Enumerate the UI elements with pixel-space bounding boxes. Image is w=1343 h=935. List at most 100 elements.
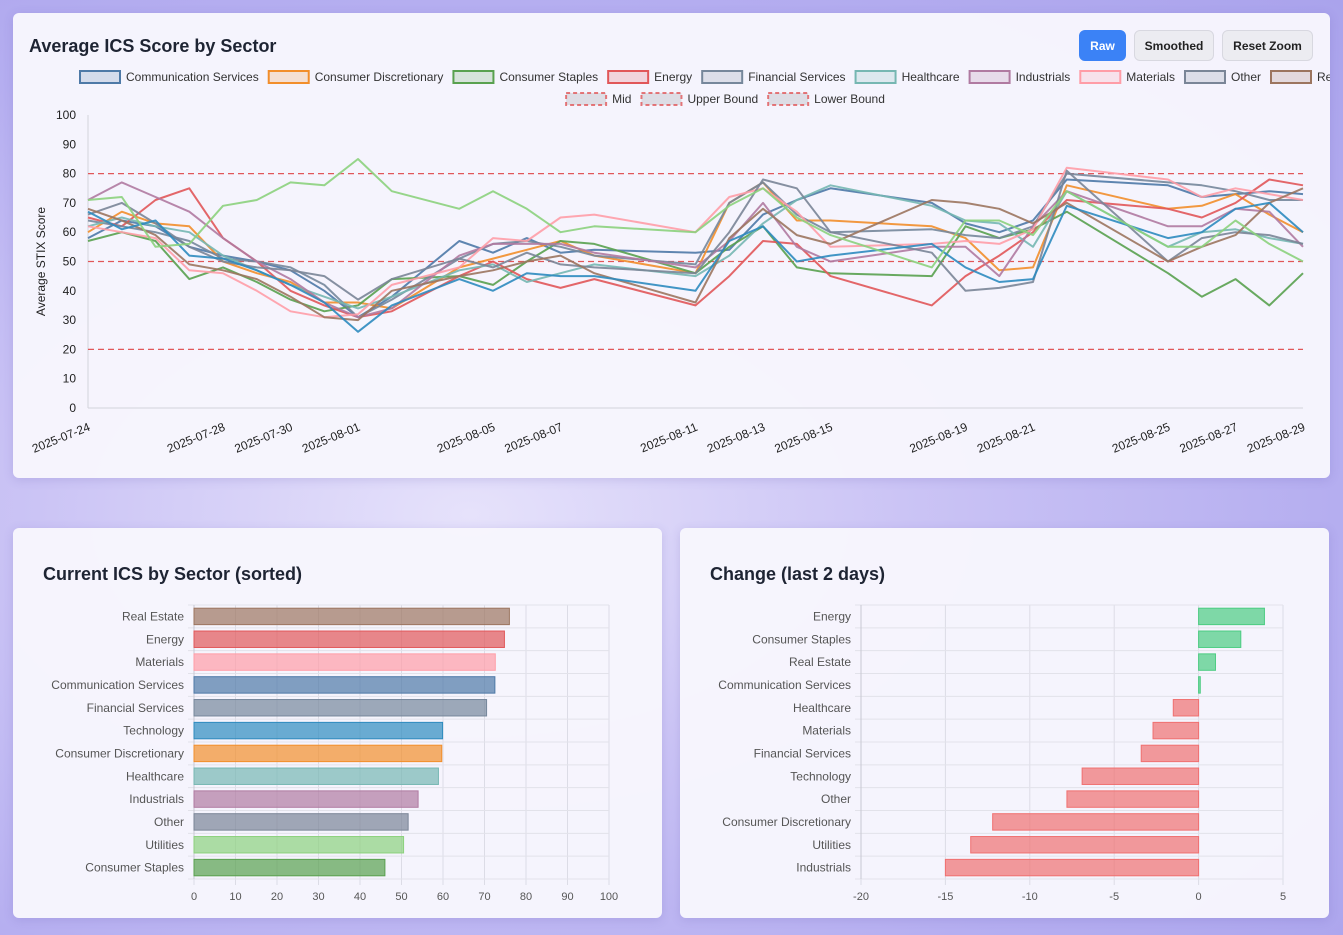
legend-item-lower-bound[interactable]: Lower Bound bbox=[767, 92, 885, 106]
bar-financial-services bbox=[1140, 744, 1200, 763]
category-label: Healthcare bbox=[793, 701, 851, 715]
category-label: Technology bbox=[790, 769, 851, 783]
bar-chart: 0 10 20 30 40 50 60 70 80 90 100 Real Estate Energy M… bbox=[51, 604, 618, 903]
x-tick-label: 2025-08-07 bbox=[502, 420, 564, 456]
y-tick-label: 50 bbox=[63, 255, 77, 269]
category-label: Consumer Discretionary bbox=[55, 746, 184, 760]
x-tick-label: 0 bbox=[191, 891, 197, 903]
bar-energy bbox=[1198, 607, 1265, 626]
legend-swatch bbox=[607, 70, 650, 84]
bar-technology bbox=[1081, 767, 1200, 785]
series-line-materials bbox=[87, 166, 1304, 319]
x-tick-label: 90 bbox=[561, 891, 573, 903]
legend-item-materials[interactable]: Materials bbox=[1079, 70, 1175, 84]
bar-consumer-discretionary bbox=[193, 744, 443, 763]
legend-item-other[interactable]: Other bbox=[1183, 70, 1261, 84]
bar-materials bbox=[193, 653, 496, 671]
reset-zoom-button[interactable]: Reset Zoom bbox=[1222, 30, 1313, 61]
category-label: Energy bbox=[813, 609, 851, 623]
bar-industrials bbox=[193, 790, 419, 808]
category-label: Real Estate bbox=[122, 609, 184, 623]
y-axis-label: Average STIX Score bbox=[34, 207, 48, 316]
bar-healthcare bbox=[1172, 699, 1200, 717]
change-chart: -20 -15 -10 -5 0 5 Energy Consumer Staples Real … bbox=[718, 604, 1286, 903]
bar-consumer-staples bbox=[193, 858, 386, 877]
y-tick-label: 10 bbox=[63, 372, 77, 386]
bar-utilities bbox=[970, 836, 1200, 854]
legend-item-mid[interactable]: Mid bbox=[565, 92, 631, 106]
legend-label: Energy bbox=[654, 70, 692, 84]
legend-swatch bbox=[452, 70, 495, 84]
legend-swatch bbox=[701, 70, 744, 84]
bar-other bbox=[193, 813, 409, 831]
legend-label: Financial Services bbox=[748, 70, 845, 84]
bar-industrials bbox=[944, 858, 1200, 877]
y-tick-label: 40 bbox=[63, 284, 77, 298]
legend-swatch bbox=[640, 92, 683, 106]
legend-item-consumer-discretionary[interactable]: Consumer Discretionary bbox=[267, 70, 444, 84]
y-tick-label: 30 bbox=[63, 313, 77, 327]
x-tick-label: 2025-08-05 bbox=[435, 420, 497, 456]
legend-item-industrials[interactable]: Industrials bbox=[968, 70, 1071, 84]
line-chart[interactable]: Communication Services Consumer Discretio… bbox=[13, 13, 1330, 478]
category-label: Healthcare bbox=[126, 769, 184, 783]
y-tick-label: 100 bbox=[56, 108, 76, 122]
x-tick-label: 2025-08-13 bbox=[705, 420, 767, 456]
legend-item-healthcare[interactable]: Healthcare bbox=[854, 70, 960, 84]
bar-technology bbox=[193, 721, 444, 740]
legend-item-communication-services[interactable]: Communication Services bbox=[79, 70, 259, 84]
category-label: Financial Services bbox=[754, 746, 851, 760]
legend-item-financial-services[interactable]: Financial Services bbox=[701, 70, 846, 84]
category-label: Industrials bbox=[796, 861, 851, 875]
line-chart-title: Average ICS Score by Sector bbox=[29, 36, 277, 56]
bar-healthcare bbox=[193, 767, 439, 785]
bar-energy bbox=[193, 630, 505, 648]
bar-other bbox=[1066, 790, 1200, 808]
legend-swatch bbox=[968, 70, 1011, 84]
legend-item-real-estate[interactable]: Real Estate bbox=[1270, 70, 1330, 84]
series-line-consumer-staples bbox=[87, 210, 1304, 313]
legend-label: Consumer Staples bbox=[499, 70, 598, 84]
x-tick-label: 0 bbox=[1196, 891, 1202, 903]
raw-button[interactable]: Raw bbox=[1079, 30, 1126, 61]
legend-label: Upper Bound bbox=[687, 92, 758, 106]
x-tick-label: 100 bbox=[600, 891, 618, 903]
x-tick-label: 5 bbox=[1280, 891, 1286, 903]
legend-label: Industrials bbox=[1016, 70, 1071, 84]
x-tick-label: 70 bbox=[478, 891, 490, 903]
x-tick-label: 2025-08-01 bbox=[300, 420, 362, 456]
y-tick-label: 70 bbox=[63, 196, 77, 210]
x-tick-label: 50 bbox=[395, 891, 407, 903]
legend-swatch bbox=[267, 70, 310, 84]
x-tick-label: 40 bbox=[354, 891, 366, 903]
legend-label: Lower Bound bbox=[814, 92, 885, 106]
category-label: Consumer Discretionary bbox=[722, 815, 851, 829]
legend-label: Healthcare bbox=[902, 70, 960, 84]
series-line-technology bbox=[87, 201, 1304, 333]
series-line-energy bbox=[87, 178, 1304, 319]
category-label: Financial Services bbox=[87, 701, 184, 715]
legend-label: Consumer Discretionary bbox=[315, 70, 444, 84]
legend-item-consumer-staples[interactable]: Consumer Staples bbox=[452, 70, 598, 84]
legend-label: Mid bbox=[612, 92, 631, 106]
y-tick-label: 90 bbox=[63, 137, 77, 151]
category-label: Real Estate bbox=[789, 655, 851, 669]
line-chart-card: Average ICS Score by Sector Raw Smoothed… bbox=[13, 13, 1330, 478]
legend-label: Communication Services bbox=[126, 70, 259, 84]
y-tick-label: 80 bbox=[63, 167, 77, 181]
bar-financial-services bbox=[193, 699, 488, 717]
series-line-utilities bbox=[87, 158, 1304, 269]
legend-item-upper-bound[interactable]: Upper Bound bbox=[640, 92, 758, 106]
series-line-consumer-discretionary bbox=[87, 181, 1304, 310]
category-label: Materials bbox=[802, 724, 851, 738]
y-tick-label: 0 bbox=[69, 401, 76, 415]
legend-label: Materials bbox=[1126, 70, 1175, 84]
smoothed-button[interactable]: Smoothed bbox=[1134, 30, 1214, 61]
x-tick-label: 2025-08-15 bbox=[772, 420, 834, 456]
legend-swatch bbox=[854, 70, 897, 84]
category-label: Technology bbox=[123, 724, 184, 738]
bar-communication-services bbox=[1198, 676, 1201, 694]
x-tick-label: -5 bbox=[1109, 891, 1119, 903]
x-tick-label: 2025-07-30 bbox=[232, 420, 294, 456]
legend-item-energy[interactable]: Energy bbox=[607, 70, 692, 84]
